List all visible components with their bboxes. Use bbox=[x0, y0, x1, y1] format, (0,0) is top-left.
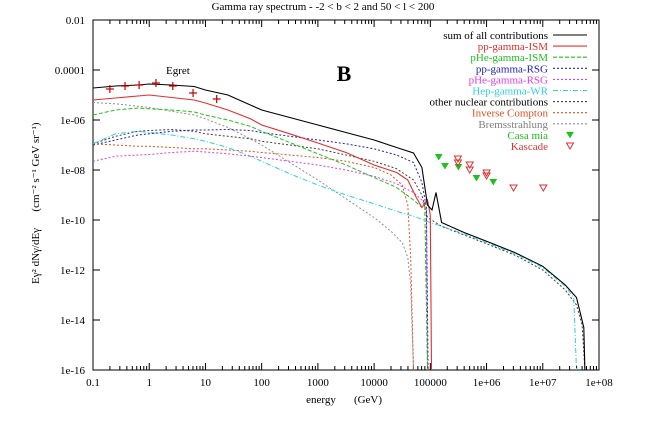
y-axis: 0.01 0.0001 1e-06 1e-08 1e-10 1e-12 1e-14 1e-16 bbox=[55, 15, 599, 377]
y-tick-label: 0.01 bbox=[66, 15, 85, 27]
legend-label: pp-gamma-ISM bbox=[478, 41, 548, 53]
y-axis-unit: (cm⁻² s⁻¹ GeV sr⁻¹) bbox=[30, 122, 42, 211]
x-tick-label: 100000 bbox=[414, 377, 448, 389]
legend-label: Casa mia bbox=[507, 130, 548, 142]
egret-annotation: Egret bbox=[166, 65, 190, 77]
egret-point bbox=[121, 82, 130, 90]
legend-label: other nuclear contributions bbox=[429, 97, 548, 109]
scatter-layer: Egret bbox=[105, 65, 548, 192]
casa-mia-point bbox=[472, 175, 481, 182]
egret-point bbox=[135, 81, 144, 89]
kascade-point bbox=[453, 159, 463, 167]
legend: sum of all contributionspp-gamma-ISMpHe-… bbox=[429, 30, 587, 153]
panel-label: B bbox=[337, 61, 352, 86]
x-axis-label: energy bbox=[306, 394, 336, 406]
series-line-hep-gamma-wr bbox=[93, 130, 577, 370]
egret-point bbox=[189, 89, 198, 97]
casa-mia-point bbox=[434, 154, 443, 161]
legend-marker bbox=[565, 142, 575, 150]
legend-label: sum of all contributions bbox=[443, 30, 548, 42]
x-tick-label: 1e+06 bbox=[473, 377, 501, 389]
x-tick-label: 100 bbox=[253, 377, 270, 389]
series-line-phe-gamma-rsg bbox=[93, 150, 428, 370]
kascade-point bbox=[482, 172, 491, 180]
legend-entry: other nuclear contributions bbox=[429, 97, 587, 109]
legend-label: Hep-gamma-WR bbox=[472, 86, 548, 98]
legend-entry: pHe-gamma-RSG bbox=[469, 74, 587, 86]
plot-frame bbox=[92, 19, 600, 371]
series-line-phe-gamma-ism bbox=[93, 107, 428, 370]
x-tick-label: 10 bbox=[200, 377, 212, 389]
x-axis-unit: (GeV) bbox=[354, 394, 382, 406]
legend-entry: pp-gamma-ISM bbox=[478, 41, 587, 53]
legend-label: pHe-gamma-RSG bbox=[469, 74, 548, 86]
series-line-pp-gamma-ism bbox=[93, 94, 433, 370]
legend-entry: Bremsstrahlung bbox=[478, 119, 587, 131]
kascade-point bbox=[538, 184, 548, 192]
kascade-point bbox=[465, 161, 475, 169]
kascade-point bbox=[465, 166, 475, 174]
egret-point bbox=[212, 95, 221, 103]
series-line-pp-gamma-rsg bbox=[93, 128, 429, 370]
x-tick-label: 10000 bbox=[360, 377, 388, 389]
y-tick-label: 1e-10 bbox=[60, 215, 86, 227]
casa-mia-point bbox=[489, 179, 498, 186]
series-layer bbox=[93, 83, 586, 370]
legend-entry: pHe-gamma-ISM bbox=[470, 52, 587, 64]
y-tick-label: 1e-08 bbox=[60, 165, 86, 177]
kascade-point bbox=[453, 155, 463, 163]
legend-entry: Inverse Compton bbox=[472, 108, 587, 120]
series-line-inverse-compton bbox=[93, 143, 414, 370]
kascade-point bbox=[509, 184, 518, 192]
legend-entry: Hep-gamma-WR bbox=[472, 86, 587, 98]
legend-entry: pp-gamma-RSG bbox=[476, 63, 587, 75]
legend-entry: Casa mia bbox=[507, 130, 574, 142]
y-tick-label: 1e-06 bbox=[60, 115, 86, 127]
legend-label: pHe-gamma-ISM bbox=[470, 52, 548, 64]
legend-entry: sum of all contributions bbox=[443, 30, 587, 42]
x-tick-label: 1e+07 bbox=[529, 377, 557, 389]
legend-label: Bremsstrahlung bbox=[478, 119, 548, 131]
series-line-bremsstrahlung bbox=[93, 102, 414, 370]
y-tick-label: 0.0001 bbox=[55, 65, 85, 77]
legend-label: Inverse Compton bbox=[472, 108, 549, 120]
y-tick-label: 1e-16 bbox=[60, 365, 86, 377]
y-tick-label: 1e-14 bbox=[60, 315, 86, 327]
series-line-other-nuclear-contributions bbox=[93, 128, 586, 370]
legend-marker bbox=[566, 131, 574, 139]
y-tick-label: 1e-12 bbox=[60, 265, 85, 277]
x-tick-label: 1 bbox=[146, 377, 152, 389]
egret-point bbox=[151, 79, 160, 87]
x-tick-label: 1e+08 bbox=[585, 377, 613, 389]
x-tick-label: 0.1 bbox=[86, 377, 100, 389]
legend-label: Kascade bbox=[511, 141, 548, 153]
legend-label: pp-gamma-RSG bbox=[476, 63, 548, 75]
egret-point bbox=[168, 82, 177, 90]
chart-title: Gamma ray spectrum - -2 < b < 2 and 50 <… bbox=[212, 1, 435, 13]
casa-mia-point bbox=[441, 163, 449, 170]
x-axis: 0.1 1 10 100 1000 10000 100000 1e+06 1e+07 1e+08 bbox=[86, 20, 613, 389]
egret-point bbox=[105, 85, 114, 93]
series-line-sum-of-all-contributions bbox=[93, 83, 586, 370]
y-axis-label: Eγ² dNγ/dEγ bbox=[30, 228, 42, 284]
x-tick-label: 1000 bbox=[307, 377, 330, 389]
legend-entry: Kascade bbox=[511, 141, 575, 153]
